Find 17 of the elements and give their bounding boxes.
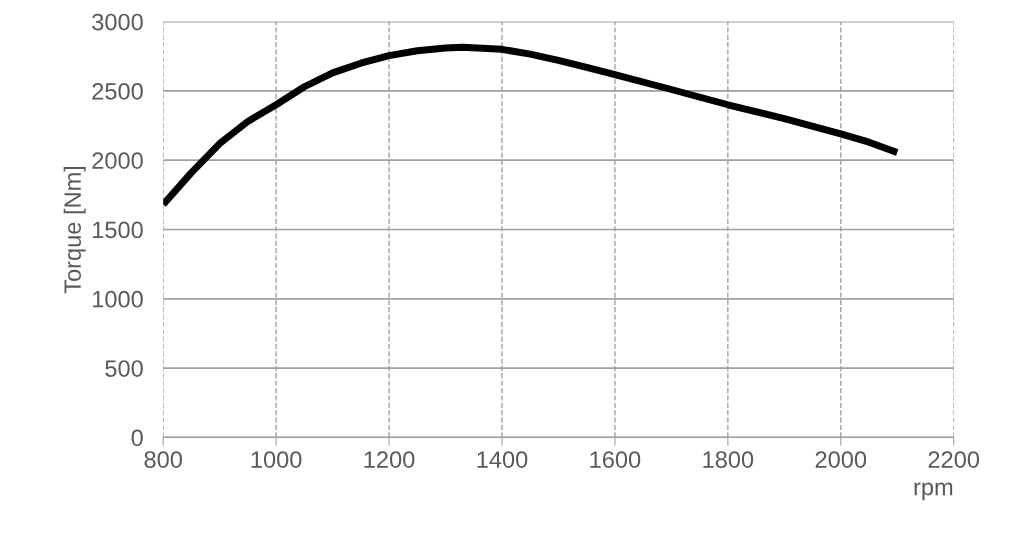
x-tick-label: 1400 [477,451,528,468]
x-tick-label: 2200 [928,451,980,468]
y-tick-label: 2500 [92,82,143,100]
y-tick-label: 1500 [93,221,143,239]
x-axis-title: rpm [914,482,953,501]
x-tick-label: 1800 [703,451,754,468]
x-tick-label: 2000 [815,451,867,468]
x-tick-label: 800 [144,451,182,468]
y-tick-label: 0 [131,429,143,447]
x-tick-label: 1200 [364,451,415,468]
y-tick-label: 2000 [92,152,143,169]
y-axis-title: Torque [Nm] [63,166,86,294]
y-tick-label: 3000 [92,13,143,31]
y-tick-label: 1000 [93,290,143,308]
x-tick-label: 1000 [251,451,302,468]
x-tick-label: 1600 [590,451,641,468]
y-tick-label: 500 [105,360,143,377]
